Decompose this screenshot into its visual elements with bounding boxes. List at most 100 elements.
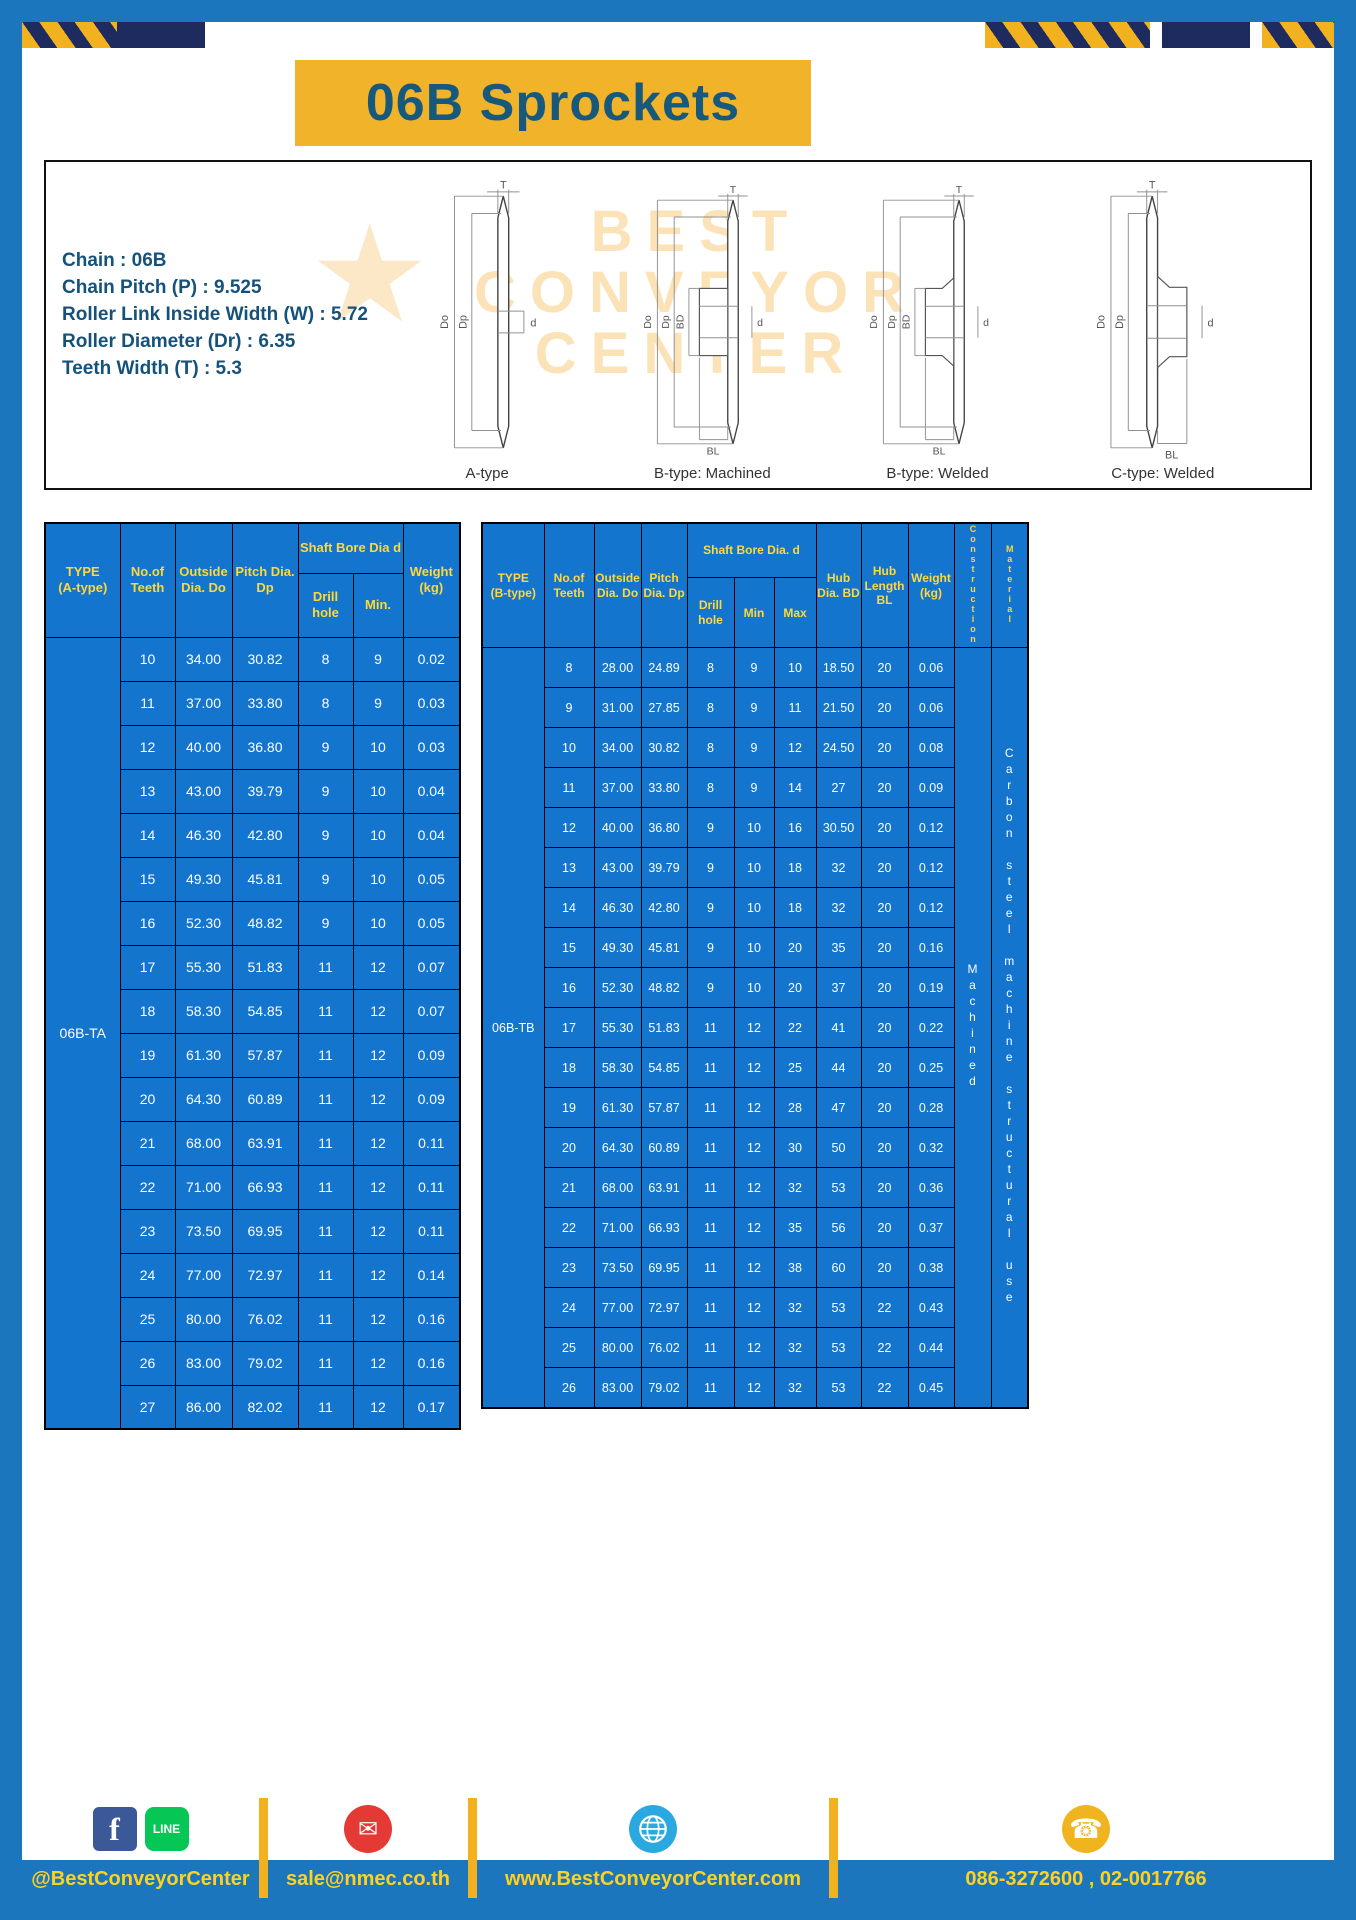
data-cell: 10 — [352, 856, 404, 902]
data-cell: 20 — [543, 1127, 595, 1169]
data-cell: 30.50 — [815, 807, 862, 849]
data-cell: 10 — [773, 647, 817, 689]
data-cell: 50 — [815, 1127, 862, 1169]
data-cell: 20 — [860, 1167, 909, 1209]
data-cell: 8 — [297, 636, 354, 682]
col-header-hub-dia: Hub Dia. BD — [815, 522, 862, 649]
data-cell: 12 — [733, 1127, 775, 1169]
data-cell: 33.80 — [231, 680, 299, 726]
data-cell: 10 — [352, 812, 404, 858]
data-cell: 0.02 — [402, 636, 461, 682]
data-cell: 12 — [352, 1252, 404, 1298]
data-cell: 39.79 — [231, 768, 299, 814]
data-cell: 56 — [815, 1207, 862, 1249]
data-cell: 72.97 — [231, 1252, 299, 1298]
col-header-drill-hole: Drill hole — [297, 572, 354, 638]
data-cell: 63.91 — [231, 1120, 299, 1166]
data-cell: 32 — [815, 847, 862, 889]
data-cell: 22 — [119, 1164, 176, 1210]
data-cell: 11 — [297, 1120, 354, 1166]
data-cell: 22 — [860, 1287, 909, 1329]
data-cell: 11 — [297, 1164, 354, 1210]
table-row: 17 55.30 51.83 11 12 22 41 20 0.22 — [482, 1007, 1028, 1049]
data-cell: 12 — [733, 1367, 775, 1409]
svg-text:d: d — [983, 317, 989, 329]
data-cell: 24 — [119, 1252, 176, 1298]
col-header-outside-dia: Outside Dia. Do — [593, 522, 642, 649]
data-cell: 46.30 — [593, 887, 642, 929]
col-header-type: TYPE (A-type) — [44, 522, 121, 638]
data-cell: 10 — [733, 887, 775, 929]
diagram-caption: C-type: Welded — [1111, 465, 1215, 482]
footer-divider — [829, 1798, 838, 1898]
table-row: 18 58.30 54.85 11 12 0.07 — [45, 988, 461, 1034]
data-cell: 8 — [297, 680, 354, 726]
data-cell: 22 — [773, 1007, 817, 1049]
data-cell: 22 — [860, 1327, 909, 1369]
data-cell: 0.05 — [402, 856, 461, 902]
data-cell: 8 — [543, 647, 595, 689]
table-row: 26 83.00 79.02 11 12 32 53 22 0.45 — [482, 1367, 1028, 1409]
data-cell: 19 — [119, 1032, 176, 1078]
data-cell: 11 — [686, 1327, 735, 1369]
data-cell: 12 — [352, 944, 404, 990]
data-cell: 13 — [543, 847, 595, 889]
data-cell: 21.50 — [815, 687, 862, 729]
data-cell: 0.44 — [907, 1327, 955, 1369]
spec-line-roller-width: Roller Link Inside Width (W) : 5.72 — [62, 303, 368, 325]
table-row: 19 61.30 57.87 11 12 28 47 20 0.28 — [482, 1087, 1028, 1129]
data-cell: 0.25 — [907, 1047, 955, 1089]
spec-diagram-box: ★ BEST CONVEYOR CENTER Chain : 06B Chain… — [44, 160, 1312, 490]
navy-block — [117, 22, 205, 48]
data-cell: 73.50 — [174, 1208, 233, 1254]
data-cell: 10 — [733, 847, 775, 889]
page-title: 06B Sprockets — [365, 74, 741, 132]
data-cell: 47 — [815, 1087, 862, 1129]
data-cell: 32 — [773, 1327, 817, 1369]
data-cell: 64.30 — [593, 1127, 642, 1169]
data-cell: 49.30 — [174, 856, 233, 902]
data-cell: 76.02 — [640, 1327, 688, 1369]
data-cell: 55.30 — [174, 944, 233, 990]
data-cell: 27.85 — [640, 687, 688, 729]
data-cell: 11 — [686, 1127, 735, 1169]
data-cell: 16 — [773, 807, 817, 849]
table-row: 20 64.30 60.89 11 12 30 50 20 0.32 — [482, 1127, 1028, 1169]
diagram-c-welded: T Do Dp d BL C-type: Welded — [1079, 170, 1247, 482]
data-cell: 11 — [297, 1076, 354, 1122]
table-row: 23 73.50 69.95 11 12 38 60 20 0.38 — [482, 1247, 1028, 1289]
diagram-caption: B-type: Machined — [654, 465, 771, 482]
table-row: 13 43.00 39.79 9 10 18 32 20 0.12 — [482, 847, 1028, 889]
data-cell: 12 — [119, 724, 176, 770]
hazard-stripe — [1262, 22, 1334, 48]
table-row: 15 49.30 45.81 9 10 20 35 20 0.16 — [482, 927, 1028, 969]
data-cell: 18 — [119, 988, 176, 1034]
data-cell: 12 — [352, 1032, 404, 1078]
data-cell: 40.00 — [174, 724, 233, 770]
svg-text:Dp: Dp — [458, 315, 470, 329]
svg-text:Do: Do — [439, 315, 451, 329]
data-cell: 12 — [733, 1327, 775, 1369]
data-cell: 12 — [352, 1164, 404, 1210]
data-cell: 16 — [543, 967, 595, 1009]
svg-text:Dp: Dp — [886, 315, 898, 329]
data-cell: 0.09 — [907, 767, 955, 809]
data-cell: 25 — [543, 1327, 595, 1369]
data-cell: 86.00 — [174, 1384, 233, 1430]
data-cell: 0.28 — [907, 1087, 955, 1129]
svg-text:BD: BD — [675, 314, 687, 329]
data-cell: 35 — [815, 927, 862, 969]
footer-divider — [468, 1798, 477, 1898]
data-cell: 33.80 — [640, 767, 688, 809]
data-cell: 68.00 — [593, 1167, 642, 1209]
data-cell: 38 — [773, 1247, 817, 1289]
data-cell: 9 — [297, 900, 354, 946]
data-cell: 32 — [815, 887, 862, 929]
table-a-body: 06B-TA 10 34.00 30.82 8 9 0.02 11 37.00 33.80 8 9 0.… — [44, 636, 461, 1430]
spec-line-chain: Chain : 06B — [62, 250, 167, 271]
data-cell: 53 — [815, 1287, 862, 1329]
data-cell: 11 — [543, 767, 595, 809]
sprocket-diagrams: T Do Dp d A-type — [346, 170, 1304, 482]
data-cell: 11 — [686, 1367, 735, 1409]
